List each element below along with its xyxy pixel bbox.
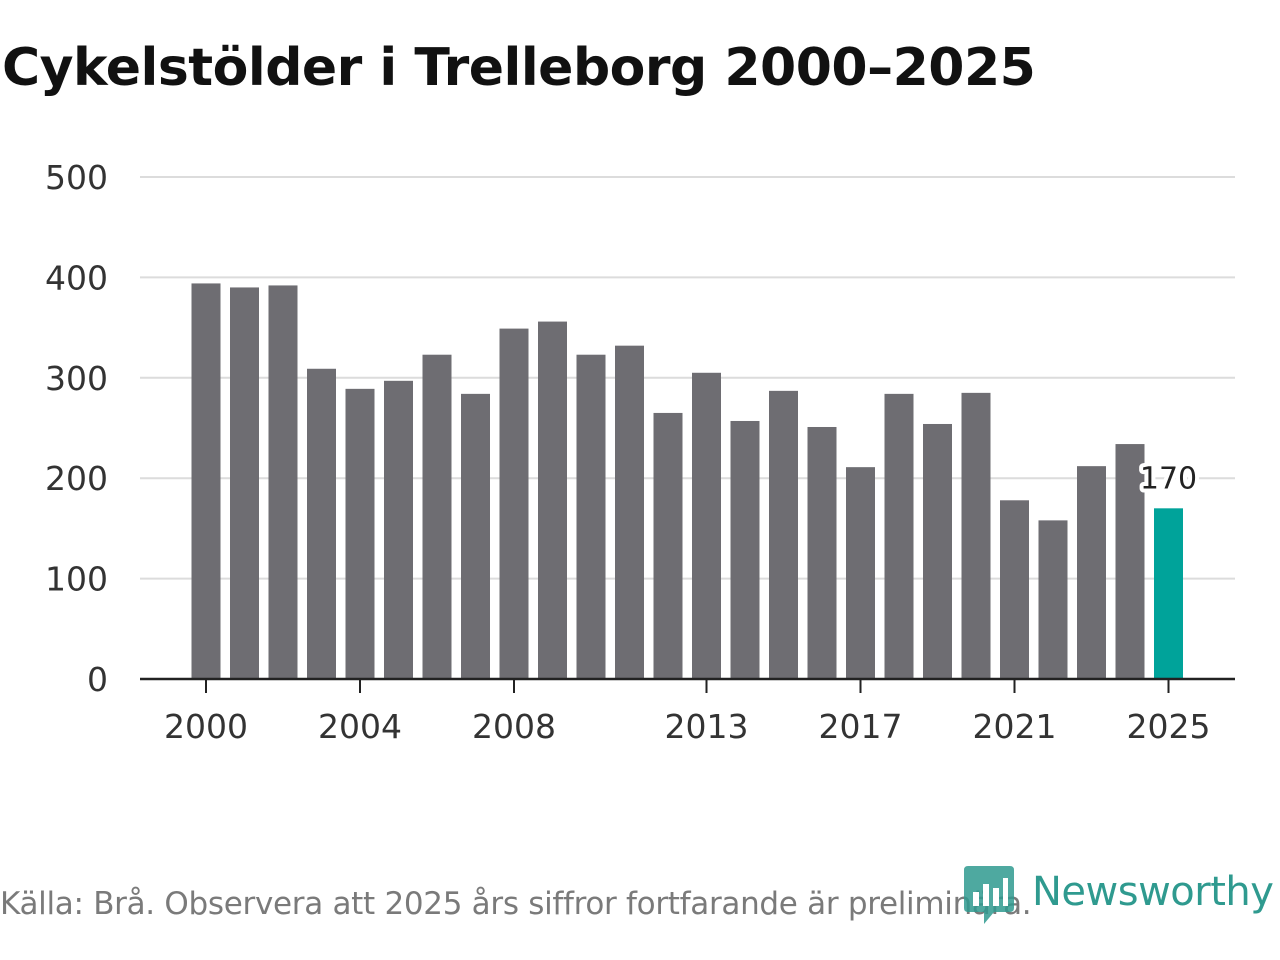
bar-2003 bbox=[307, 368, 336, 679]
bar-2001 bbox=[230, 287, 259, 679]
x-tick-label: 2008 bbox=[472, 707, 556, 746]
brand-logo: Newsworthy bbox=[964, 866, 1274, 926]
bar-2011 bbox=[615, 345, 644, 679]
x-axis bbox=[140, 677, 1235, 693]
bar-2015 bbox=[769, 390, 798, 679]
data-label-2025: 170 bbox=[1140, 461, 1197, 496]
bar-2012 bbox=[653, 412, 683, 679]
bar-2013 bbox=[692, 372, 721, 679]
bar-2017 bbox=[846, 467, 875, 679]
x-tick-label: 2017 bbox=[819, 707, 903, 746]
x-tick-label: 2000 bbox=[164, 707, 248, 746]
x-tick-label: 2004 bbox=[318, 707, 402, 746]
y-tick-label: 200 bbox=[45, 459, 108, 498]
bar-2023 bbox=[1077, 466, 1106, 679]
bar-2018 bbox=[884, 393, 914, 679]
bar-2010 bbox=[576, 354, 606, 679]
x-tick-label: 2013 bbox=[665, 707, 749, 746]
bar-2005 bbox=[384, 380, 413, 679]
footnote: Källa: Brå. Observera att 2025 års siffr… bbox=[0, 886, 1032, 922]
bar-2020 bbox=[961, 392, 991, 679]
brand-name: Newsworthy bbox=[1032, 869, 1274, 915]
chart-logo-icon bbox=[964, 866, 1014, 924]
bar-2006 bbox=[422, 354, 452, 679]
y-tick-label: 300 bbox=[45, 359, 108, 398]
bar-chart: 0 100 200 300 400 500 2000 2004 2008 2013 2017 2021… bbox=[45, 158, 1235, 746]
bar-2016 bbox=[807, 426, 837, 679]
x-tick-label: 2021 bbox=[973, 707, 1057, 746]
bar-2025 bbox=[1154, 508, 1183, 679]
bar-2024 bbox=[1115, 444, 1145, 679]
bar-2002 bbox=[268, 285, 298, 679]
y-tick-label: 100 bbox=[45, 560, 108, 599]
bar-2021 bbox=[1000, 500, 1029, 679]
labels: 0 100 200 300 400 500 2000 2004 2008 2013 2017 2021… bbox=[45, 158, 1210, 746]
y-tick-label: 400 bbox=[45, 258, 108, 297]
bars bbox=[191, 283, 1183, 679]
y-tick-label: 500 bbox=[45, 158, 108, 197]
bar-2009 bbox=[538, 321, 567, 679]
bar-2014 bbox=[730, 420, 760, 679]
y-tick-label: 0 bbox=[87, 660, 108, 699]
bar-2008 bbox=[499, 328, 529, 679]
bar-2007 bbox=[461, 393, 490, 679]
bar-2022 bbox=[1038, 520, 1068, 679]
bar-2004 bbox=[345, 388, 375, 679]
x-tick-label: 2025 bbox=[1127, 707, 1211, 746]
chart-title: Cykelstölder i Trelleborg 2000–2025 bbox=[2, 38, 1036, 98]
grid-lines bbox=[140, 176, 1235, 580]
bar-2000 bbox=[191, 283, 221, 679]
bar-2019 bbox=[923, 423, 952, 679]
